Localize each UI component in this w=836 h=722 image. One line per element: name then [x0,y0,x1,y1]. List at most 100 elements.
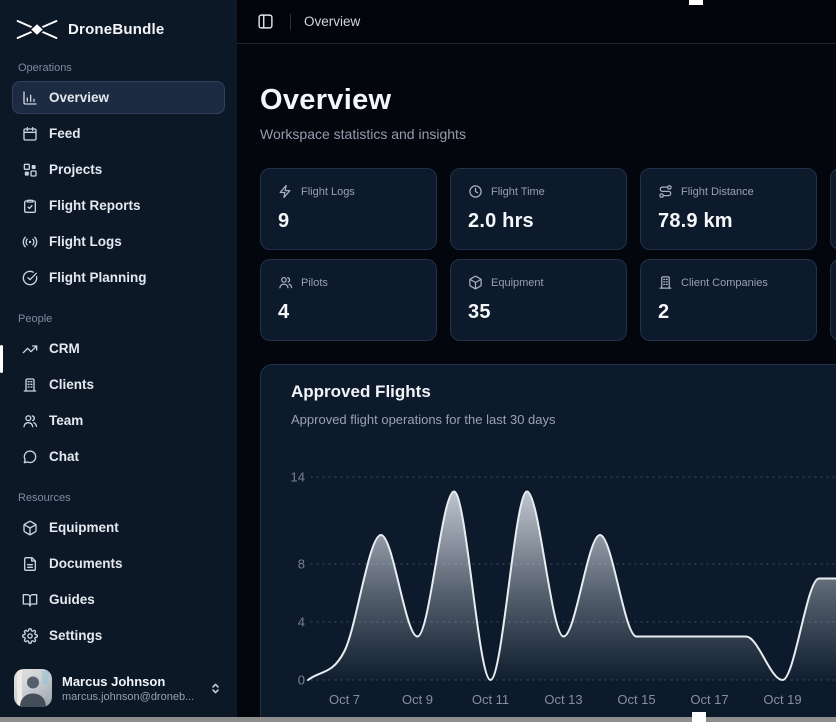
sidebar-item-team[interactable]: Team [12,404,225,437]
sidebar-item-projects[interactable]: Projects [12,153,225,186]
sidebar-item-label: CRM [49,341,80,356]
user-menu[interactable]: Marcus Johnson marcus.johnson@droneb... [12,664,225,712]
stat-card-equipment: Equipment 35 [450,259,627,341]
users-icon [23,414,38,427]
clock-icon [469,185,482,198]
panel-left-icon [257,14,273,29]
package-icon [23,520,37,535]
sidebar-item-label: Clients [49,377,95,392]
breadcrumb-divider [290,13,291,30]
route-icon [659,185,672,198]
sidebar-item-documents[interactable]: Documents [12,547,225,580]
x-axis-tick: Oct 9 [402,692,433,707]
building-icon [23,377,37,392]
stat-value: 35 [468,301,491,323]
grid-icon [23,163,37,177]
stats-grid: Flight Logs 9 Flight Time 2.0 hrs Flight… [260,168,836,341]
circle-check-icon [22,270,38,285]
stat-label: Client Companies [681,276,768,289]
trending-up-icon [22,344,38,353]
user-name: Marcus Johnson [62,673,166,689]
chevron-up-down-icon[interactable] [208,681,223,696]
approved-flights-card: Approved Flights Approved flight operati… [260,364,836,722]
stat-card-flight-logs: Flight Logs 9 [260,168,437,250]
horizontal-scrollbar-track[interactable] [0,717,836,722]
sidebar-item-equipment[interactable]: Equipment [12,511,225,544]
stat-card-flight-time: Flight Time 2.0 hrs [450,168,627,250]
stat-label: Flight Time [491,185,545,198]
y-axis-tick: 0 [298,673,305,688]
sidebar-item-label: Projects [49,162,103,177]
sidebar-item-chat[interactable]: Chat [12,440,225,473]
sidebar-item-feed[interactable]: Feed [12,117,225,150]
sidebar-item-crm[interactable]: CRM [12,332,225,365]
stat-value: 9 [278,210,290,232]
breadcrumb: Overview [304,14,361,29]
stat-value: 2.0 hrs [468,210,534,232]
sidebar-item-label: Equipment [49,520,119,535]
app-logo: DroneBundle [12,14,225,43]
sidebar-item-overview[interactable]: Overview [12,81,225,114]
stat-value: 78.9 km [658,210,733,232]
broadcast-icon [22,236,38,247]
x-axis-tick: Oct 17 [690,692,728,707]
series-line [307,490,836,681]
sidebar-item-clients[interactable]: Clients [12,368,225,401]
stat-card-partial [830,259,836,341]
stat-value: 4 [278,301,290,323]
sidebar-item-label: Flight Planning [49,270,147,285]
stat-label: Flight Logs [301,185,355,198]
page-subtitle: Workspace statistics and insights [260,126,466,142]
sidebar-item-label: Feed [49,126,81,141]
page-content: Overview Workspace statistics and insigh… [237,44,836,722]
stat-label: Equipment [491,276,544,289]
sidebar-item-label: Settings [49,628,103,643]
stat-value: 2 [658,301,670,323]
stat-label: Flight Distance [681,185,754,198]
sidebar-item-settings[interactable]: Settings [12,619,225,652]
x-axis-tick: Oct 7 [329,692,360,707]
avatar-photo [17,669,49,707]
x-axis-tick: Oct 19 [763,692,801,707]
sidebar-item-flight-planning[interactable]: Flight Planning [12,261,225,294]
sidebar-section-people: People [18,313,53,325]
clipboard-check-icon [24,199,36,213]
package-icon [469,275,482,290]
calendar-icon [23,126,37,141]
sidebar-item-label: Flight Reports [49,198,141,213]
stat-card-pilots: Pilots 4 [260,259,437,341]
area-fill [308,491,836,680]
user-email: marcus.johnson@droneb... [62,690,195,703]
sidebar-item-label: Flight Logs [49,234,122,249]
sidebar-item-label: Documents [49,556,123,571]
building-icon [659,276,672,289]
sidebar-item-flight-logs[interactable]: Flight Logs [12,225,225,258]
sidebar-toggle-button[interactable] [253,10,277,34]
page-title: Overview [260,84,392,116]
book-open-icon [22,593,38,607]
sidebar-item-label: Chat [49,449,79,464]
file-text-icon [24,556,36,571]
chat-bubble-icon [23,449,37,463]
sidebar-item-guides[interactable]: Guides [12,583,225,616]
app-name: DroneBundle [68,21,165,38]
sidebar-item-flight-reports[interactable]: Flight Reports [12,189,225,222]
bar-chart-icon [23,90,37,105]
sidebar-section-resources: Resources [18,492,71,504]
x-axis-tick: Oct 13 [544,692,582,707]
sidebar-item-label: Guides [49,592,95,607]
y-axis-tick: 14 [291,470,305,485]
sidebar-scrollbar-thumb[interactable] [0,345,3,373]
chart-subtitle: Approved flight operations for the last … [291,412,556,427]
top-bar: Overview [237,0,836,44]
gear-icon [22,627,38,644]
sidebar-item-label: Overview [49,90,110,105]
horizontal-scrollbar-thumb[interactable] [692,712,706,722]
x-axis-tick: Oct 15 [617,692,655,707]
stat-card-partial [830,168,836,250]
y-axis-tick: 4 [298,615,305,630]
sidebar: DroneBundle Operations Overview Feed Projec… [0,0,237,722]
zap-icon [279,184,291,199]
main-panel: Overview Overview Workspace statistics a… [237,0,836,722]
